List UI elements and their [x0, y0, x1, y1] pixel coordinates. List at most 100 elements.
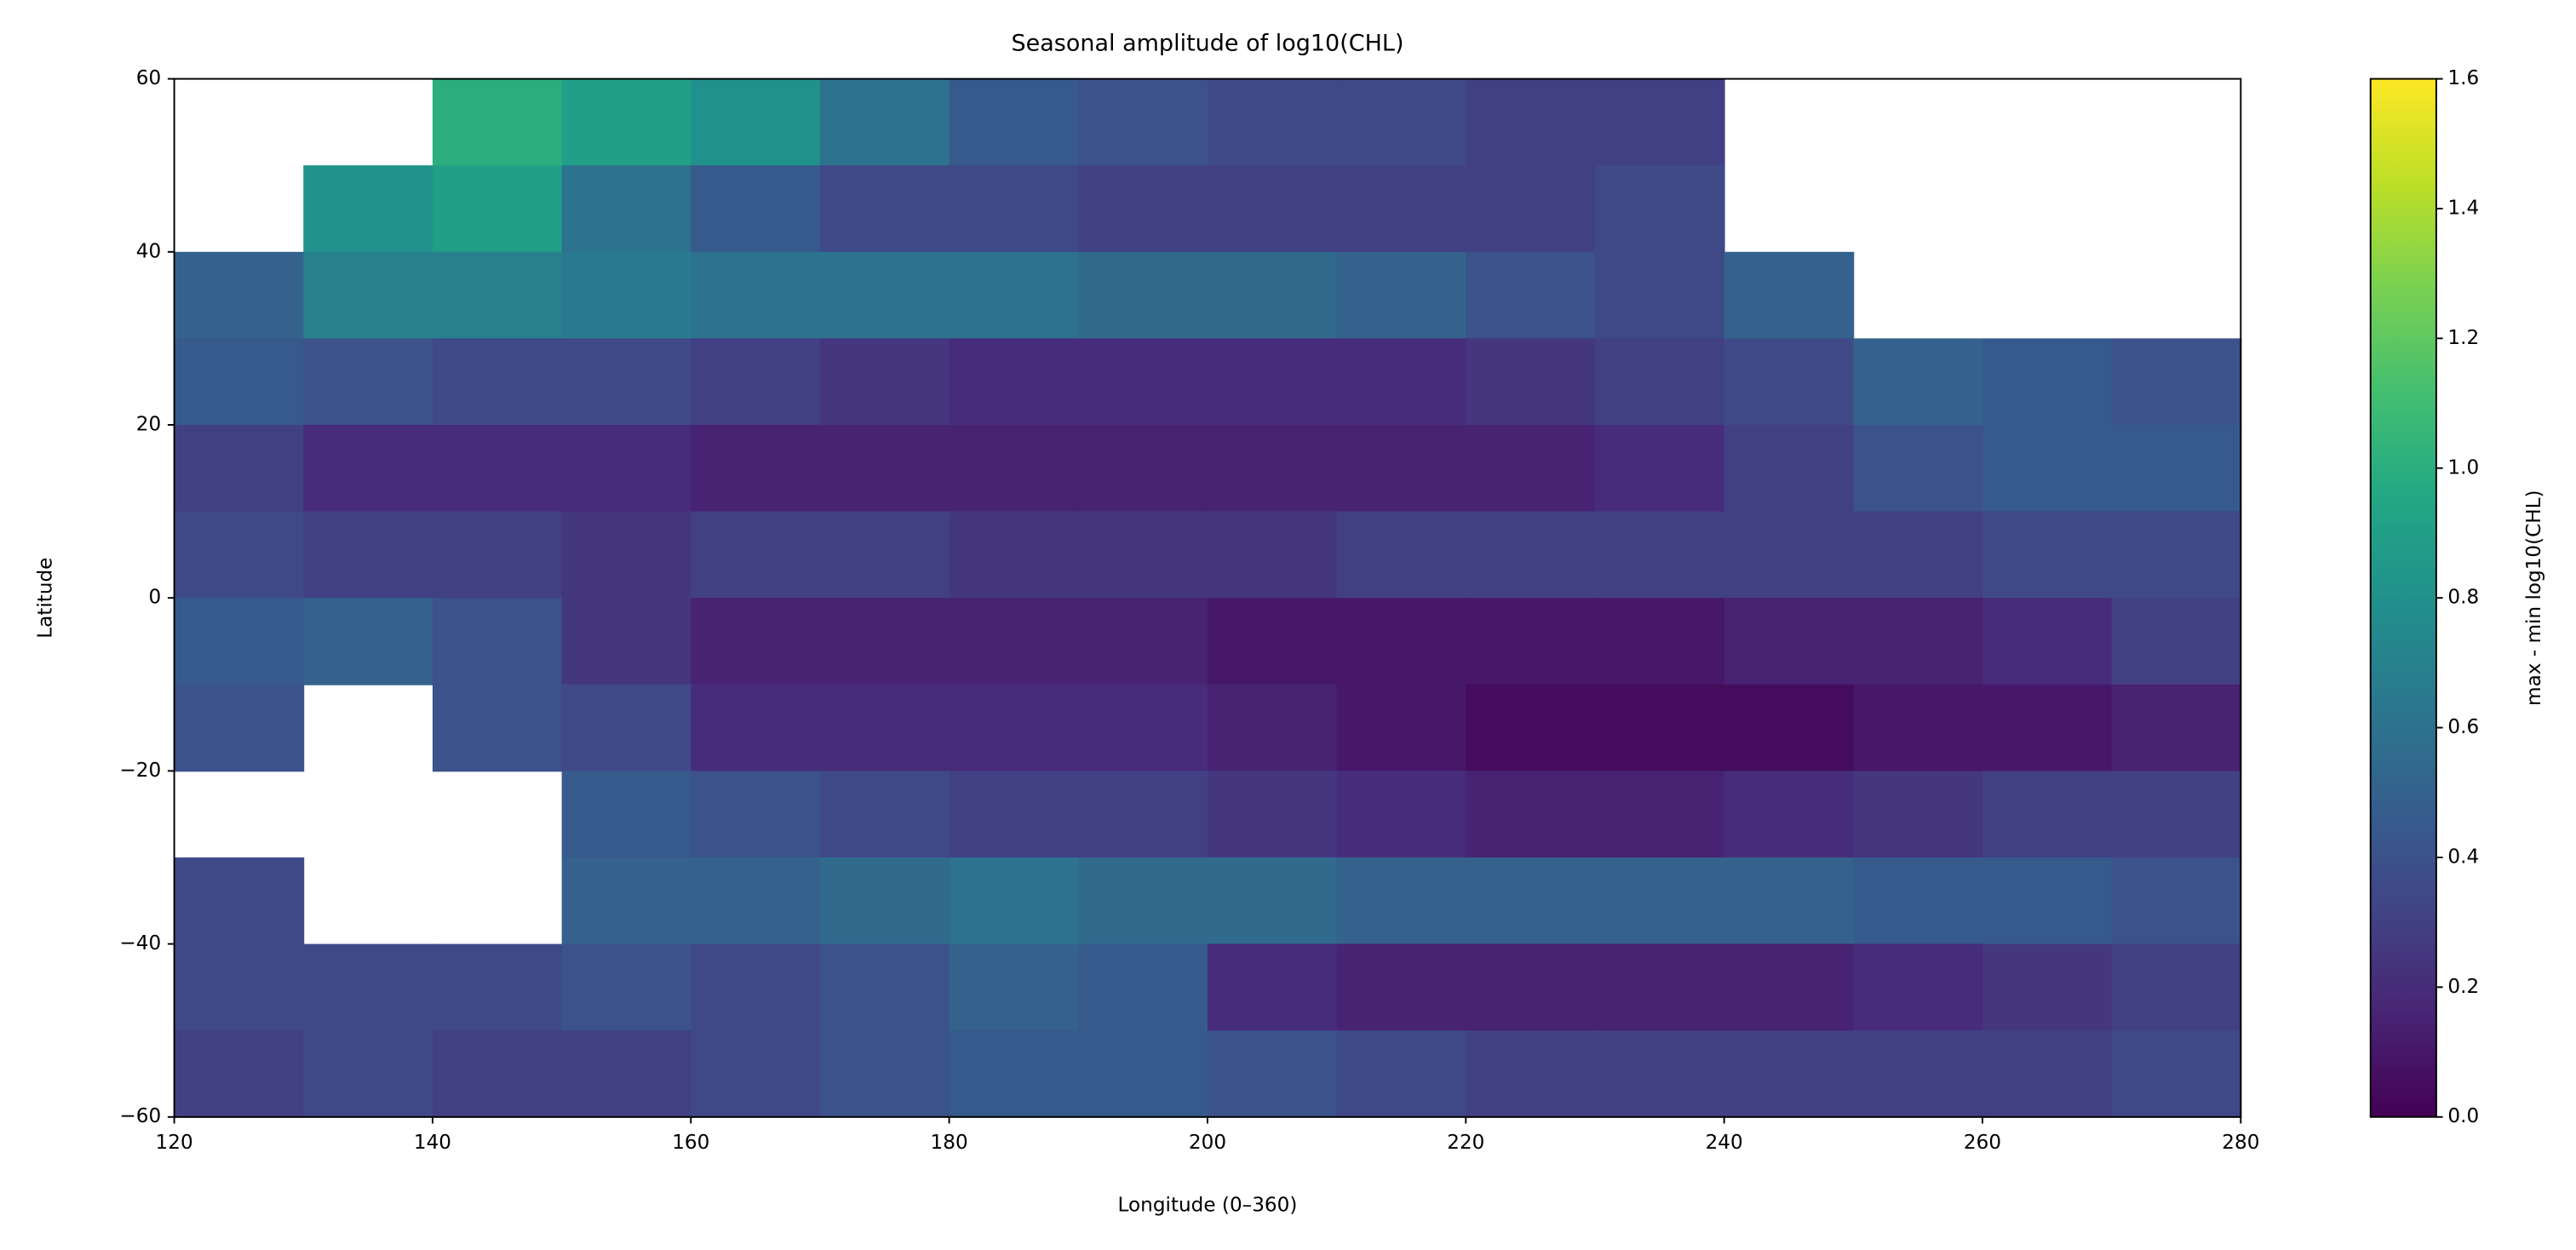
y-tick-label: 0 [148, 587, 161, 609]
heatmap-cell [1078, 857, 1208, 945]
heatmap-cell [2111, 598, 2242, 685]
heatmap-cell [819, 684, 950, 772]
heatmap-cell [2111, 511, 2242, 599]
heatmap-cell [1724, 857, 1855, 945]
heatmap-cell [691, 1030, 821, 1118]
heatmap-cell [1336, 165, 1467, 253]
heatmap-cell [1207, 857, 1338, 945]
heatmap-cell [432, 251, 563, 340]
x-tick-label: 120 [156, 1132, 193, 1154]
heatmap-cell [819, 511, 950, 599]
heatmap-cell [1466, 511, 1596, 599]
heatmap-cell [561, 165, 692, 253]
colorbar-tick-label: 0.0 [2447, 1105, 2479, 1127]
heatmap-cell [561, 857, 692, 945]
heatmap-cell [691, 511, 821, 599]
heatmap-cell [1207, 943, 1338, 1032]
heatmap-cell [561, 1030, 692, 1118]
heatmap-cell [1078, 424, 1208, 513]
heatmap-cell [174, 943, 305, 1032]
heatmap-cell [1207, 338, 1338, 426]
heatmap-cell [1207, 1030, 1338, 1118]
colorbar-tick-label: 1.0 [2447, 456, 2479, 479]
heatmap-cell [1594, 598, 1725, 685]
heatmap-cell [1982, 424, 2113, 513]
heatmap-cell [819, 598, 950, 685]
heatmap-cell [1466, 684, 1596, 772]
heatmap-cell [1594, 338, 1725, 426]
heatmap-cell [174, 598, 305, 685]
heatmap-cell [819, 1030, 950, 1118]
heatmap-cell [949, 684, 1080, 772]
heatmap-cell [1853, 511, 1983, 599]
heatmap-cell [1594, 684, 1725, 772]
x-tick-label: 180 [931, 1132, 968, 1154]
heatmap-cell [1594, 78, 1725, 167]
heatmap-cell [1724, 338, 1855, 426]
heatmap-cell [432, 165, 563, 253]
heatmap-cell [303, 1030, 433, 1118]
heatmap-cell [432, 943, 563, 1032]
heatmap-cell [1078, 1030, 1208, 1118]
heatmap-cell [174, 684, 305, 772]
heatmap-cell [1466, 78, 1596, 167]
x-tick-label: 140 [414, 1132, 451, 1154]
heatmap-cell [691, 771, 821, 858]
heatmap-cell [561, 511, 692, 599]
heatmap-cell [561, 943, 692, 1032]
heatmap-cell [174, 511, 305, 599]
heatmap-cell [2111, 771, 2242, 858]
heatmap-cell [1078, 943, 1208, 1032]
heatmap-cell [1466, 251, 1596, 340]
heatmap-cell [432, 1030, 563, 1118]
heatmap-cell [1982, 338, 2113, 426]
y-tick-label: −40 [119, 932, 161, 955]
colorbar-tick-label: 0.8 [2447, 587, 2479, 609]
heatmap-cell [1466, 424, 1596, 513]
heatmap-cell [691, 338, 821, 426]
heatmap-cell [561, 424, 692, 513]
heatmap-cell [1853, 598, 1983, 685]
heatmap-cell [1853, 771, 1983, 858]
heatmap-cell [561, 78, 692, 167]
heatmap-cell [1982, 511, 2113, 599]
heatmap-cell [949, 165, 1080, 253]
colorbar-tick-label: 1.4 [2447, 197, 2479, 219]
heatmap-cell [1207, 684, 1338, 772]
heatmap-cell [1207, 251, 1338, 340]
heatmap-cell [1336, 771, 1467, 858]
heatmap-cell [561, 684, 692, 772]
heatmap-cell [949, 338, 1080, 426]
heatmap-cell [1078, 338, 1208, 426]
heatmap-cell [949, 857, 1080, 945]
heatmap-cell [1336, 943, 1467, 1032]
heatmap-cell [1594, 943, 1725, 1032]
colorbar-tick-label: 0.6 [2447, 716, 2479, 738]
colorbar [2369, 77, 2437, 1118]
heatmap-cell [303, 598, 433, 685]
heatmap-cell [1336, 857, 1467, 945]
heatmap-cell [819, 165, 950, 253]
colorbar-tick-label: 1.6 [2447, 67, 2479, 89]
heatmap-cell [2111, 943, 2242, 1032]
heatmap-cell [1982, 684, 2113, 772]
heatmap-cell [949, 511, 1080, 599]
heatmap-cell [303, 338, 433, 426]
heatmap-cell [1466, 598, 1596, 685]
heatmap-cell [303, 943, 433, 1032]
heatmap-cell [1982, 1030, 2113, 1118]
heatmap-cell [303, 251, 433, 340]
heatmap-cell [1724, 424, 1855, 513]
x-tick-label: 260 [1964, 1132, 2001, 1154]
heatmap-cell [1466, 165, 1596, 253]
heatmap-cell [432, 598, 563, 685]
heatmap-cell [1078, 598, 1208, 685]
heatmap-cell [1724, 251, 1855, 340]
heatmap-cell [1724, 1030, 1855, 1118]
heatmap-cell [1594, 1030, 1725, 1118]
heatmap-cell [949, 598, 1080, 685]
heatmap-cell [1853, 684, 1983, 772]
x-tick-label: 200 [1189, 1132, 1226, 1154]
